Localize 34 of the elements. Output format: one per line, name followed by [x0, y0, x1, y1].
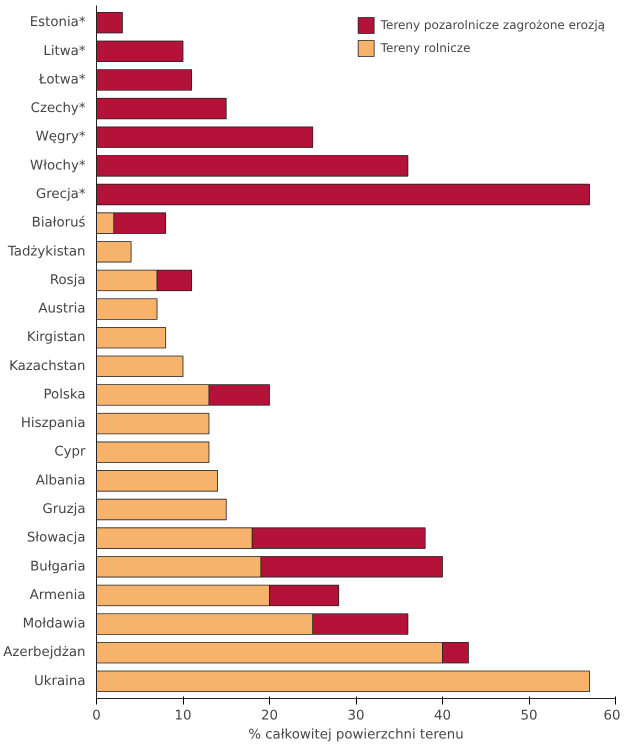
y-tick-label: Polska [43, 387, 86, 402]
y-tick-label: Azerbejdżan [3, 645, 86, 660]
legend-label: Tereny pozarolnicze zagrożone erozją [380, 18, 605, 32]
y-tick-label: Hiszpania [20, 416, 86, 432]
y-tick-label: Ukraina [34, 674, 86, 689]
y-tick-label: Włochy* [30, 158, 86, 174]
y-tick-label: Czechy* [30, 101, 86, 116]
y-tick-label: Tadżykistan [6, 244, 86, 260]
x-tick-label: 30 [348, 708, 364, 724]
y-tick-label: Kirgistan [26, 330, 86, 346]
y-tick-label: Kazachstan [9, 358, 86, 374]
y-tick-label: Rosja [50, 272, 86, 288]
y-tick-label: Słowacja [26, 530, 86, 546]
x-tick-label: 10 [174, 708, 192, 724]
x-tick-label: 50 [520, 708, 538, 724]
y-tick-label: Albania [36, 473, 86, 488]
y-tick-label: Armenia [30, 588, 86, 603]
y-tick-label: Łotwa* [38, 72, 86, 88]
x-tick-label: 20 [261, 708, 278, 724]
y-tick-label: Cypr [54, 444, 86, 460]
y-tick-label: Węgry* [36, 130, 86, 145]
y-tick-label: Litwa* [43, 44, 86, 59]
legend-label: Tereny rolnicze [380, 41, 470, 55]
y-tick-label: Gruzja [42, 502, 86, 517]
y-tick-label: Bułgaria [30, 559, 86, 574]
x-axis-title: % całkowitej powierzchni terenu [248, 728, 464, 742]
y-tick-label: Białoruś [32, 216, 86, 231]
x-tick-label: 60 [604, 708, 621, 724]
y-tick-label: Austria [38, 302, 86, 317]
x-tick-label: 40 [434, 708, 451, 724]
y-tick-label: Grecja* [36, 187, 86, 202]
x-tick-label: 0 [92, 708, 101, 724]
y-tick-label: Mołdawia [22, 616, 86, 632]
y-tick-label: Estonia* [30, 15, 86, 30]
